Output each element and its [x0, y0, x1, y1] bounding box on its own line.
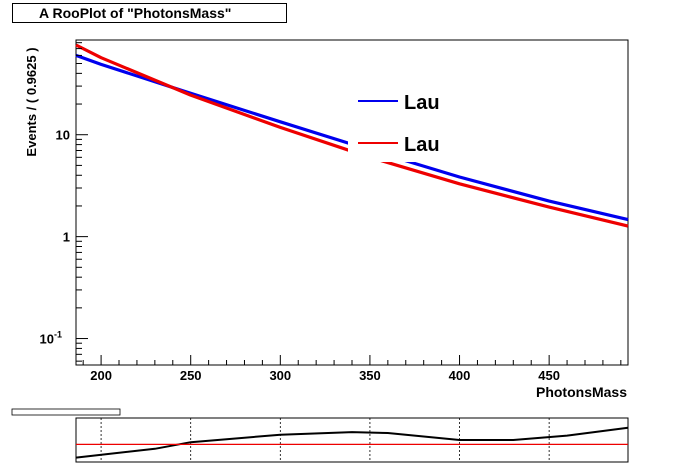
ratio-plot-frame [75, 417, 629, 463]
y-tick-label: 1 [63, 230, 70, 245]
y-tick-label: 10 [56, 128, 70, 143]
x-tick-label: 350 [359, 368, 381, 383]
y-tick-label: 10-1 [40, 330, 62, 347]
series-line-blue [75, 53, 629, 222]
ratio-series-group [75, 426, 629, 459]
x-axis-label: PhotonsMass [536, 384, 627, 400]
main-x-axis: 200 250 300 350 400 450 [82, 355, 622, 383]
x-tick-label: 300 [269, 368, 291, 383]
main-y-axis: 10-1 1 10 [40, 42, 88, 362]
ratio-pad-title-box [11, 408, 121, 416]
x-tick-label: 450 [538, 368, 560, 383]
legend-label-blue: Lau [404, 92, 440, 114]
x-tick-label: 200 [90, 368, 112, 383]
legend: Lau Lau [348, 90, 458, 162]
legend-label-red: Lau [404, 134, 440, 156]
main-series-group [75, 43, 629, 228]
series-line-red [75, 43, 629, 228]
x-tick-label: 400 [449, 368, 471, 383]
chart-title: A RooPlot of "PhotonsMass" [12, 3, 287, 23]
y-axis-label: Events / ( 0.9625 ) [24, 47, 39, 156]
main-plot-frame [75, 39, 629, 366]
ratio-curve [75, 426, 629, 459]
x-tick-label: 250 [180, 368, 202, 383]
